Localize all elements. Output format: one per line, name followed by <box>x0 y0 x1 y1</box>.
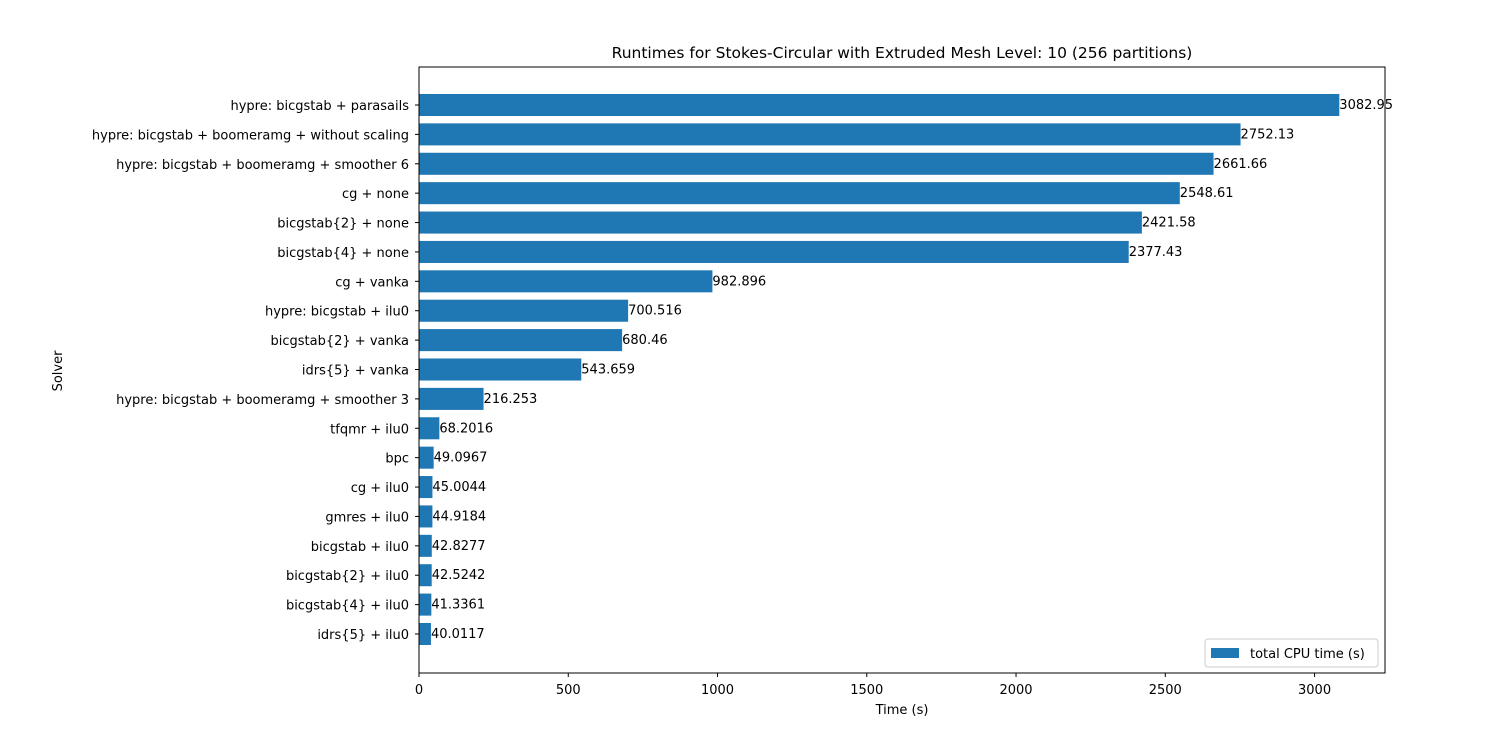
legend: total CPU time (s) <box>1204 638 1379 668</box>
y-tick-label: cg + none <box>342 187 409 202</box>
y-tick-label: bicgstab{4} + none <box>277 246 409 261</box>
data-label: 2661.66 <box>1214 157 1268 172</box>
y-tick-label: hypre: bicgstab + parasails <box>230 99 409 114</box>
x-ticks: 0 500 1000 1500 2000 2500 3000 <box>415 673 1331 698</box>
x-tick-label: 2500 <box>1149 683 1182 698</box>
y-tick-label: tfqmr + ilu0 <box>330 422 409 437</box>
bar <box>419 505 433 528</box>
y-tick-label: bpc <box>385 452 409 467</box>
data-label: 49.0967 <box>434 451 488 466</box>
legend-swatch <box>1211 648 1239 658</box>
data-label: 543.659 <box>581 363 635 378</box>
bar <box>419 476 433 499</box>
bar <box>419 593 432 616</box>
data-label: 982.896 <box>712 274 766 289</box>
x-tick-label: 1000 <box>701 683 734 698</box>
y-tick-label: idrs{5} + vanka <box>302 364 409 379</box>
bars-group <box>419 93 1340 646</box>
bar <box>419 534 432 557</box>
data-label: 68.2016 <box>439 421 493 436</box>
y-tick-label: hypre: bicgstab + boomeramg + smoother 3 <box>116 393 409 408</box>
y-tick-label: cg + vanka <box>335 275 409 290</box>
bar <box>419 329 623 352</box>
bar <box>419 564 432 587</box>
data-label: 680.46 <box>622 333 668 348</box>
bar <box>419 299 629 322</box>
data-label: 44.9184 <box>432 509 486 524</box>
y-tick-label: cg + ilu0 <box>351 481 409 496</box>
y-tick-label: bicgstab{2} + ilu0 <box>286 569 409 584</box>
y-tick-label: idrs{5} + ilu0 <box>317 628 409 643</box>
bar <box>419 417 440 440</box>
x-tick-label: 0 <box>415 683 423 698</box>
legend-label: total CPU time (s) <box>1250 647 1365 662</box>
x-tick-label: 3000 <box>1298 683 1331 698</box>
data-label: 2421.58 <box>1142 216 1196 231</box>
data-label: 45.0044 <box>432 480 486 495</box>
y-axis-label: Solver <box>51 350 66 392</box>
data-label: 41.3361 <box>431 598 485 613</box>
y-tick-label: hypre: bicgstab + boomeramg + without sc… <box>92 128 409 143</box>
x-tick-label: 2000 <box>999 683 1032 698</box>
data-label: 40.0117 <box>431 627 485 642</box>
data-label: 2548.61 <box>1180 186 1234 201</box>
legend-box <box>1204 638 1379 668</box>
chart-title: Runtimes for Stokes-Circular with Extrud… <box>612 44 1193 62</box>
y-tick-label: bicgstab + ilu0 <box>311 540 409 555</box>
bar <box>419 182 1180 205</box>
data-label: 42.5242 <box>432 568 486 583</box>
data-label: 700.516 <box>628 304 682 319</box>
y-tick-label: hypre: bicgstab + ilu0 <box>265 305 409 320</box>
data-label: 2377.43 <box>1129 245 1183 260</box>
y-tick-label: bicgstab{2} + vanka <box>271 334 410 349</box>
bar <box>419 240 1129 263</box>
x-tick-label: 500 <box>556 683 581 698</box>
data-labels: 3082.95 2752.13 2661.66 2548.61 2421.58 2377.… <box>431 98 1393 642</box>
data-label: 2752.13 <box>1241 127 1295 142</box>
y-tick-label: hypre: bicgstab + boomeramg + smoother 6 <box>116 158 409 173</box>
y-tick-labels: hypre: bicgstab + parasails hypre: bicgst… <box>92 99 419 643</box>
plot-area-frame <box>418 66 1386 674</box>
bar <box>419 358 582 381</box>
bar <box>419 446 434 469</box>
bar <box>419 123 1241 146</box>
y-tick-label: gmres + ilu0 <box>325 510 409 525</box>
bar <box>419 622 431 646</box>
bar <box>419 152 1214 175</box>
data-label: 3082.95 <box>1339 98 1393 113</box>
y-tick-label: bicgstab{4} + ilu0 <box>286 599 409 614</box>
data-label: 42.8277 <box>432 539 486 554</box>
bar <box>419 93 1340 117</box>
bar <box>419 270 713 293</box>
y-tick-label: bicgstab{2} + none <box>277 217 409 232</box>
x-tick-label: 1500 <box>850 683 883 698</box>
bar <box>419 211 1142 234</box>
x-axis-label: Time (s) <box>875 703 929 718</box>
bar <box>419 387 484 410</box>
data-label: 216.253 <box>484 392 538 407</box>
